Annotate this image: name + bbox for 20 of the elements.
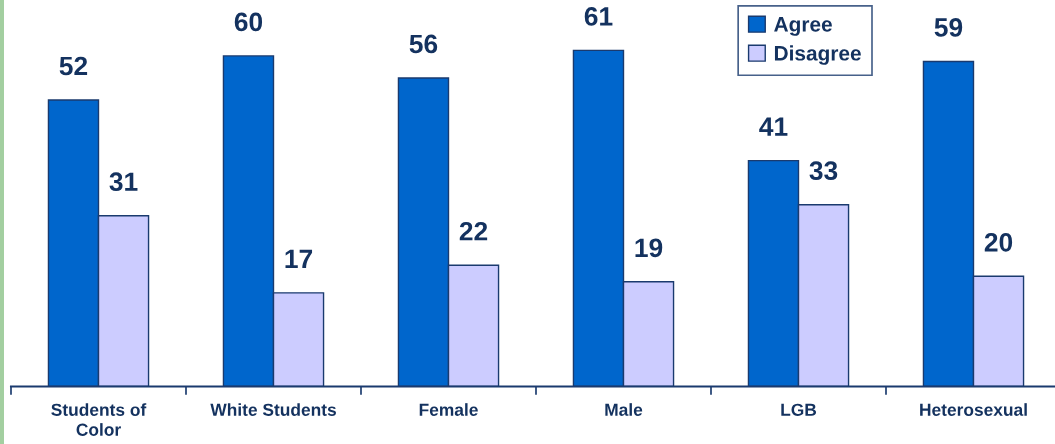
data-label: 22	[459, 221, 488, 241]
data-label: 60	[234, 12, 263, 32]
data-label: 41	[759, 117, 788, 136]
data-label: 33	[809, 161, 838, 181]
data-label: 19	[635, 238, 663, 258]
x-tick-label: Heterosexual	[920, 403, 1027, 416]
x-tick-label: LGB	[781, 403, 817, 416]
x-tick-label: Students of Color	[51, 403, 147, 436]
data-label: 59	[934, 18, 963, 37]
x-tick-label: Male	[605, 403, 643, 416]
x-tick-label: Female	[419, 403, 478, 416]
data-label: 31	[109, 172, 138, 192]
data-label: 52	[59, 56, 88, 76]
data-label: 56	[409, 34, 438, 54]
x-tick-label: White Students	[210, 403, 336, 416]
legend-label: Agree	[774, 17, 832, 36]
data-label: 20	[984, 232, 1013, 252]
data-label: 61	[584, 7, 613, 26]
data-label: 17	[285, 249, 313, 268]
legend-label: Disagree	[774, 45, 861, 65]
